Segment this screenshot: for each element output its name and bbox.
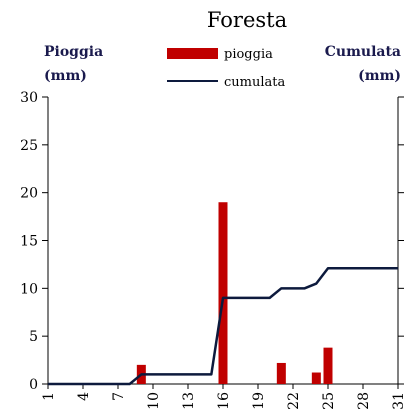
y-tick-label: 0 [29, 377, 38, 393]
x-tick-label: 31 [391, 392, 407, 410]
bar-pioggia [276, 362, 286, 384]
y-tick-label: 5 [29, 329, 38, 345]
y-tick-label: 15 [20, 234, 38, 250]
legend-pioggia-swatch [167, 48, 218, 59]
right-axis-label-line2: (mm) [358, 68, 401, 84]
y-tick-label: 30 [20, 90, 38, 106]
x-tick-label: 19 [251, 392, 267, 410]
legend: pioggia cumulata [167, 47, 285, 90]
x-axis-ticks: 1 4 7 10 13 16 19 22 25 28 31 [41, 384, 407, 410]
x-tick-label: 4 [76, 392, 92, 401]
bar-pioggia [311, 372, 321, 384]
y-tick-label: 20 [20, 186, 38, 202]
chart-title: Foresta [207, 8, 287, 32]
y-tick-label: 10 [20, 281, 38, 297]
cumulative-line-layer [48, 266, 398, 386]
x-tick-label: 13 [181, 392, 197, 410]
x-tick-label: 16 [216, 392, 232, 410]
legend-pioggia-label: pioggia [224, 47, 273, 62]
legend-cumulata-label: cumulata [224, 75, 285, 90]
x-tick-label: 7 [111, 392, 127, 401]
x-tick-label: 25 [321, 392, 337, 410]
left-axis-label-line2: (mm) [44, 68, 87, 84]
x-tick-label: 22 [286, 392, 302, 410]
bar-pioggia [218, 202, 228, 384]
x-tick-label: 1 [41, 392, 57, 401]
right-axis-label-line1: Cumulata [325, 44, 401, 60]
rain-bars [136, 202, 333, 384]
y-tick-label: 25 [20, 138, 38, 154]
line-cumulata [48, 266, 398, 386]
x-tick-label: 28 [356, 392, 372, 410]
x-tick-label: 10 [146, 392, 162, 410]
left-axis-label-line1: Pioggia [44, 44, 103, 60]
bar-pioggia [323, 347, 333, 384]
y-axis-ticks: 0 5 10 15 20 25 30 [20, 90, 404, 393]
